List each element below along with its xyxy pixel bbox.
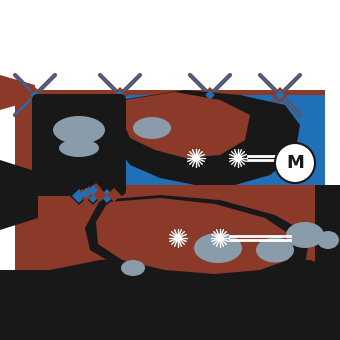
Polygon shape	[79, 188, 93, 202]
Ellipse shape	[59, 139, 99, 157]
Polygon shape	[81, 188, 91, 198]
Ellipse shape	[286, 222, 324, 248]
Polygon shape	[73, 190, 85, 202]
Polygon shape	[93, 188, 107, 202]
Polygon shape	[115, 90, 125, 100]
Circle shape	[275, 143, 315, 183]
Polygon shape	[84, 186, 94, 196]
Polygon shape	[205, 90, 215, 100]
Polygon shape	[96, 198, 295, 274]
Polygon shape	[88, 185, 98, 195]
Polygon shape	[87, 190, 99, 202]
Polygon shape	[107, 188, 121, 202]
Polygon shape	[74, 191, 84, 201]
Polygon shape	[35, 95, 325, 185]
Polygon shape	[27, 87, 43, 103]
Ellipse shape	[256, 238, 294, 262]
Polygon shape	[0, 255, 340, 340]
Polygon shape	[100, 189, 114, 203]
Circle shape	[174, 234, 182, 242]
Polygon shape	[115, 90, 300, 185]
Ellipse shape	[133, 117, 171, 139]
Polygon shape	[72, 189, 86, 203]
Polygon shape	[30, 90, 40, 100]
Ellipse shape	[121, 260, 145, 276]
Polygon shape	[77, 189, 87, 199]
Polygon shape	[122, 92, 250, 158]
Ellipse shape	[53, 116, 105, 144]
Polygon shape	[272, 87, 288, 103]
Circle shape	[216, 234, 224, 242]
Polygon shape	[15, 90, 325, 270]
Polygon shape	[84, 187, 102, 205]
Circle shape	[234, 154, 242, 162]
Text: M: M	[286, 154, 304, 172]
Polygon shape	[101, 190, 113, 202]
Polygon shape	[315, 185, 340, 300]
Polygon shape	[86, 189, 100, 203]
Circle shape	[192, 154, 200, 162]
Ellipse shape	[317, 231, 339, 249]
Polygon shape	[275, 90, 285, 100]
Polygon shape	[112, 87, 128, 103]
Polygon shape	[0, 75, 35, 110]
Ellipse shape	[194, 233, 242, 263]
FancyBboxPatch shape	[32, 94, 126, 196]
Polygon shape	[202, 87, 218, 103]
Polygon shape	[0, 160, 38, 230]
Polygon shape	[85, 195, 310, 282]
Polygon shape	[91, 183, 101, 193]
Polygon shape	[98, 187, 116, 205]
Polygon shape	[70, 187, 88, 205]
